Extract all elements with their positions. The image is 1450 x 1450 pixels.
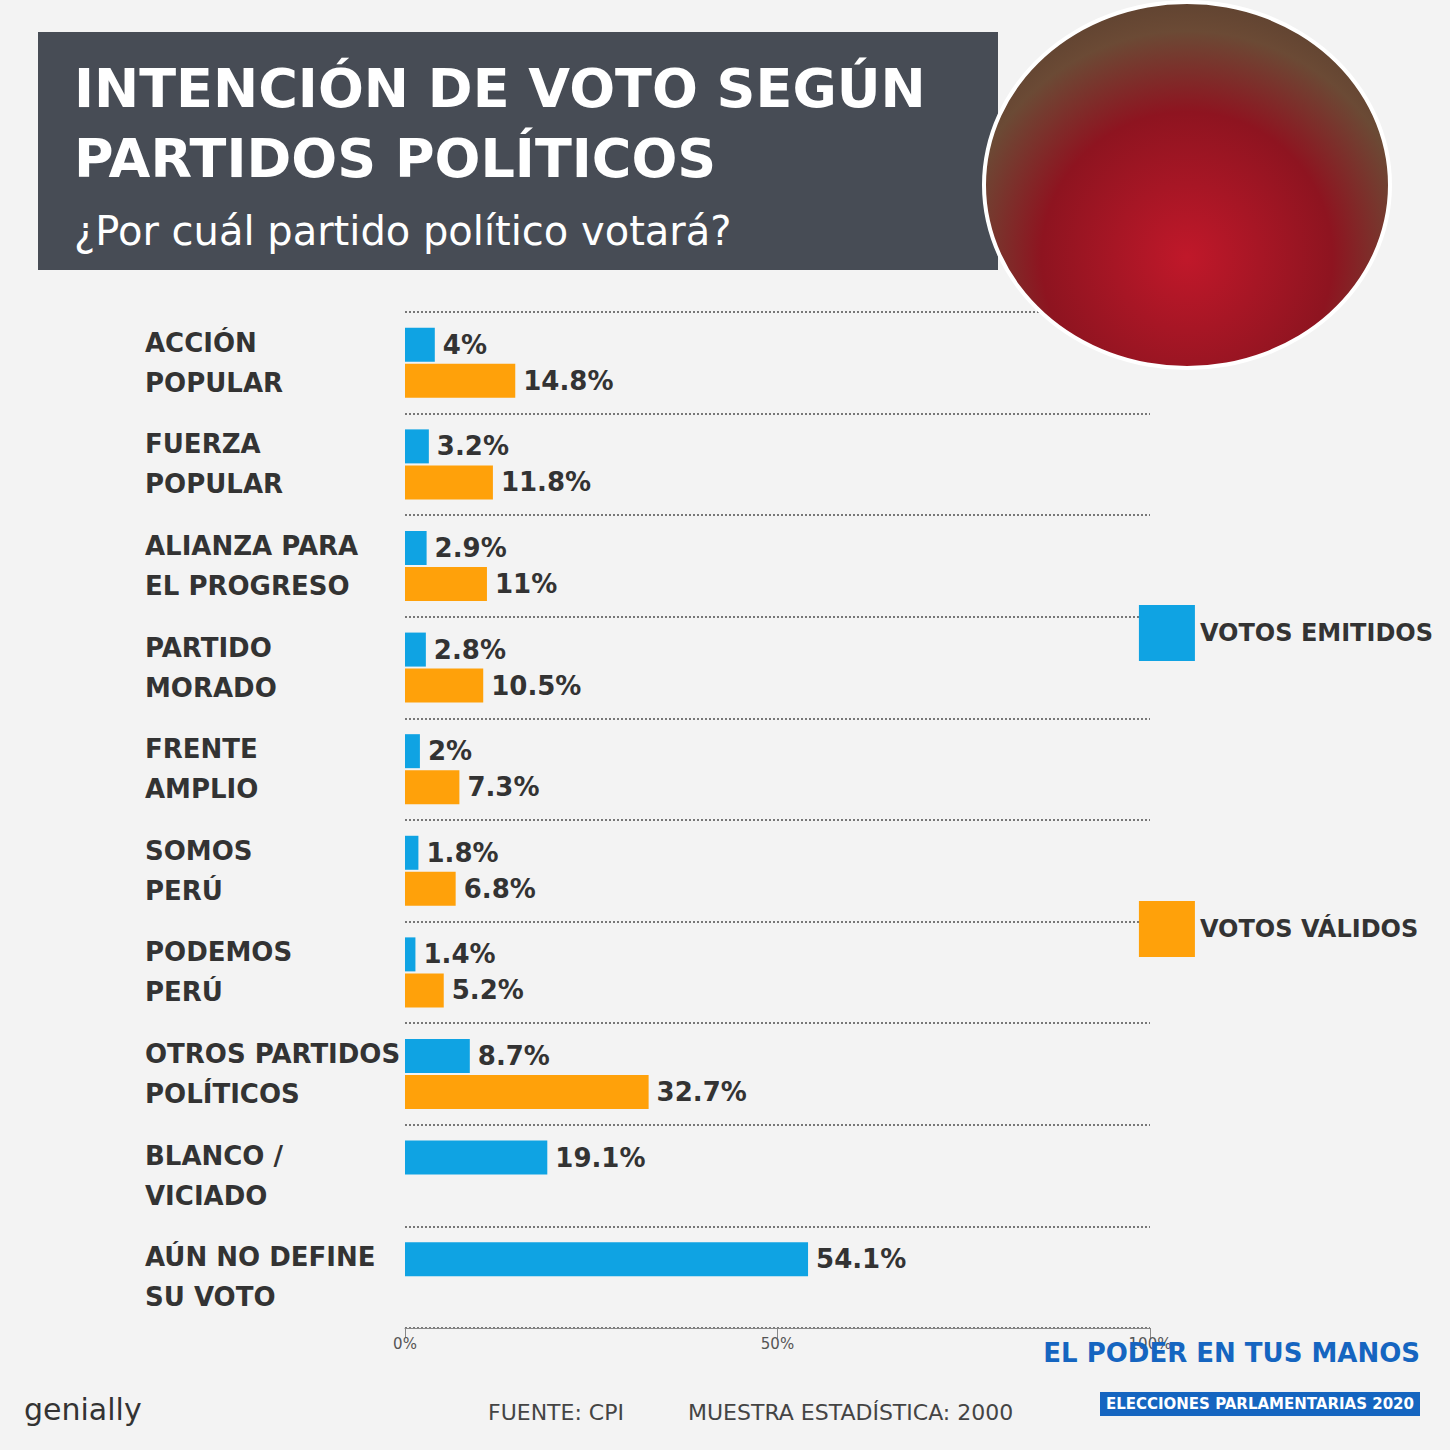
svg-text:FUERZA: FUERZA	[145, 429, 261, 459]
svg-text:POPULAR: POPULAR	[145, 368, 283, 398]
svg-text:SU VOTO: SU VOTO	[145, 1282, 276, 1312]
svg-text:11.8%: 11.8%	[501, 467, 591, 497]
svg-text:11%: 11%	[495, 569, 557, 599]
svg-text:AÚN NO DEFINE: AÚN NO DEFINE	[145, 1241, 375, 1272]
svg-text:3.2%: 3.2%	[437, 431, 509, 461]
svg-text:32.7%: 32.7%	[657, 1077, 747, 1107]
svg-text:5.2%: 5.2%	[452, 975, 524, 1005]
svg-text:2.9%: 2.9%	[435, 533, 507, 563]
html-text:INTENCIÓN DE VOTO SEGÚN PARTID: INTENCIÓN DE VOTO SEGÚN PARTIDOS POLÍTIC…	[74, 57, 926, 190]
html-text:FUENTE: CPI: FUENTE: CPI	[488, 1400, 624, 1425]
svg-text:VOTOS VÁLIDOS: VOTOS VÁLIDOS	[1200, 914, 1418, 943]
html-text:EL PODER EN TUS MANOS: EL PODER EN TUS MANOS	[1043, 1338, 1420, 1368]
svg-text:2.8%: 2.8%	[434, 635, 506, 665]
svg-text:1.8%: 1.8%	[426, 838, 498, 868]
svg-text:MORADO: MORADO	[145, 673, 277, 703]
svg-text:BLANCO /: BLANCO /	[145, 1141, 284, 1171]
svg-text:19.1%: 19.1%	[555, 1143, 645, 1173]
svg-text:14.8%: 14.8%	[523, 366, 613, 396]
svg-text:50%: 50%	[761, 1335, 794, 1353]
svg-text:1.4%: 1.4%	[423, 939, 495, 969]
svg-text:POLÍTICOS: POLÍTICOS	[145, 1078, 300, 1109]
html-text:genially: genially	[24, 1392, 142, 1427]
svg-text:ALIANZA PARA: ALIANZA PARA	[145, 531, 358, 561]
svg-text:OTROS PARTIDOS: OTROS PARTIDOS	[145, 1039, 400, 1069]
svg-text:EL PROGRESO: EL PROGRESO	[145, 571, 350, 601]
svg-text:AMPLIO: AMPLIO	[145, 774, 258, 804]
svg-text:2%: 2%	[428, 736, 472, 766]
svg-text:8.7%: 8.7%	[478, 1041, 550, 1071]
svg-text:PODEMOS: PODEMOS	[145, 937, 292, 967]
svg-text:FRENTE: FRENTE	[145, 734, 258, 764]
svg-text:ACCIÓN: ACCIÓN	[145, 327, 257, 358]
svg-text:VICIADO: VICIADO	[145, 1181, 267, 1211]
svg-text:10.5%: 10.5%	[491, 671, 581, 701]
html-text:MUESTRA ESTADÍSTICA: 2000: MUESTRA ESTADÍSTICA: 2000	[688, 1400, 1014, 1425]
html-text:¿Por cuál partido político vot: ¿Por cuál partido político votará?	[74, 208, 732, 254]
svg-text:POPULAR: POPULAR	[145, 469, 283, 499]
svg-text:7.3%: 7.3%	[467, 772, 539, 802]
svg-text:4%: 4%	[443, 330, 487, 360]
svg-text:PARTIDO: PARTIDO	[145, 633, 272, 663]
html-text:ELECCIONES PARLAMENTARIAS 2020: ELECCIONES PARLAMENTARIAS 2020	[1105, 1395, 1414, 1413]
svg-text:6.8%: 6.8%	[464, 874, 536, 904]
svg-text:54.1%: 54.1%	[816, 1244, 906, 1274]
svg-text:0%: 0%	[393, 1335, 417, 1353]
svg-text:PERÚ: PERÚ	[145, 875, 223, 906]
svg-text:PERÚ: PERÚ	[145, 976, 223, 1007]
svg-text:VOTOS EMITIDOS: VOTOS EMITIDOS	[1200, 619, 1433, 647]
svg-text:SOMOS: SOMOS	[145, 836, 253, 866]
